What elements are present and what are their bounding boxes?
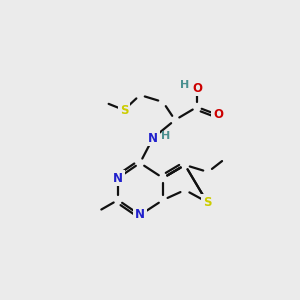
Text: N: N	[135, 208, 145, 221]
Text: O: O	[213, 109, 223, 122]
Text: O: O	[192, 82, 202, 94]
Text: H: H	[180, 80, 189, 90]
Text: N: N	[113, 172, 123, 184]
Text: N: N	[148, 131, 158, 145]
Text: H: H	[161, 131, 170, 141]
Text: S: S	[120, 103, 128, 116]
Text: S: S	[203, 196, 211, 208]
